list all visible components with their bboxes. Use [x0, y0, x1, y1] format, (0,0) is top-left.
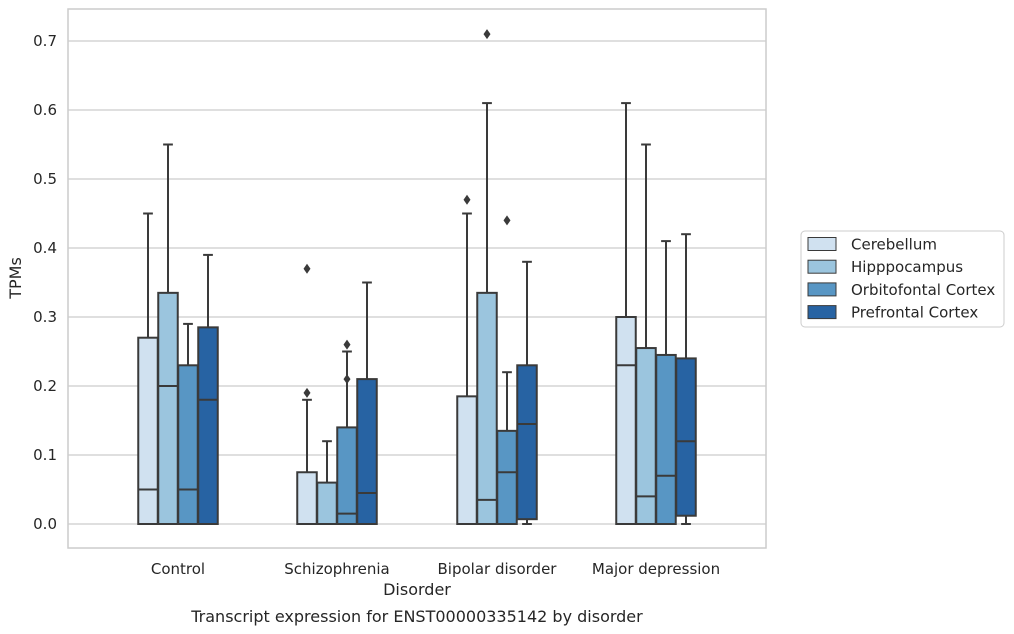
box-body	[655, 353, 677, 526]
legend-label: Prefrontal Cortex	[851, 304, 978, 322]
box-groups	[137, 29, 697, 526]
outlier-point	[303, 387, 311, 398]
outlier-point	[343, 339, 351, 350]
box-hipppocampus-0	[157, 143, 179, 525]
x-tick-label: Bipolar disorder	[438, 560, 558, 578]
legend-swatch	[807, 305, 837, 320]
outlier-point	[303, 263, 311, 274]
box-body	[336, 426, 358, 525]
box-body	[615, 316, 637, 525]
box-body	[157, 291, 179, 525]
y-tick-label: 0.6	[33, 101, 57, 119]
box-prefrontal-cortex-3	[675, 233, 697, 525]
box-orbitofontal-cortex-1	[336, 339, 358, 525]
box-body	[635, 347, 657, 525]
y-tick-label: 0.3	[33, 308, 57, 326]
y-tick-label: 0.5	[33, 170, 57, 188]
legend-label: Hipppocampus	[851, 258, 963, 276]
legend-swatch	[807, 237, 837, 251]
box-prefrontal-cortex-1	[356, 281, 378, 525]
box-body	[356, 378, 378, 525]
box-cerebellum-0	[137, 212, 159, 526]
x-axis-title: Disorder	[383, 580, 451, 599]
x-tick-label: Schizophrenia	[284, 560, 389, 578]
legend-swatch	[807, 259, 837, 274]
x-tick-label: Major depression	[592, 560, 720, 578]
box-body	[137, 336, 159, 526]
outlier-point	[463, 194, 471, 205]
outlier-point	[483, 29, 491, 40]
box-prefrontal-cortex-0	[197, 253, 219, 525]
box-body	[675, 357, 697, 517]
plot-frame	[67, 8, 767, 549]
legend-swatch	[807, 282, 837, 297]
box-hipppocampus-2	[476, 29, 498, 525]
y-tick-label: 0.0	[33, 515, 57, 533]
box-body	[177, 364, 199, 525]
legend-label: Cerebellum	[851, 236, 937, 254]
box-body	[516, 364, 538, 521]
box-body	[316, 481, 338, 526]
y-tick-label: 0.1	[33, 446, 57, 464]
box-orbitofontal-cortex-0	[177, 322, 199, 525]
legend-frame	[800, 230, 1005, 328]
x-tick-label: Control	[151, 560, 205, 578]
legend-label: Orbitofontal Cortex	[851, 281, 995, 299]
box-prefrontal-cortex-2	[516, 260, 538, 525]
outlier-point	[343, 374, 351, 385]
box-body	[496, 429, 518, 526]
box-body	[197, 326, 219, 525]
chart-caption: Transcript expression for ENST0000033514…	[190, 607, 643, 626]
outlier-point	[503, 215, 511, 226]
legend: Cerebellum Hipppocampus Orbitofontal Corte…	[800, 230, 1005, 328]
box-body	[456, 395, 478, 526]
box-hipppocampus-3	[635, 143, 657, 525]
y-tick-labels: 0.0 0.1 0.2 0.3 0.4 0.5 0.6 0.7	[33, 32, 57, 533]
box-body	[476, 291, 498, 525]
y-tick-label: 0.4	[33, 239, 57, 257]
y-tick-label: 0.7	[33, 32, 57, 50]
y-axis-title: TPMs	[6, 257, 25, 300]
x-tick-labels: Control Schizophrenia Bipolar disorder Majo…	[151, 560, 720, 578]
y-tick-label: 0.2	[33, 377, 57, 395]
box-body	[296, 471, 318, 525]
